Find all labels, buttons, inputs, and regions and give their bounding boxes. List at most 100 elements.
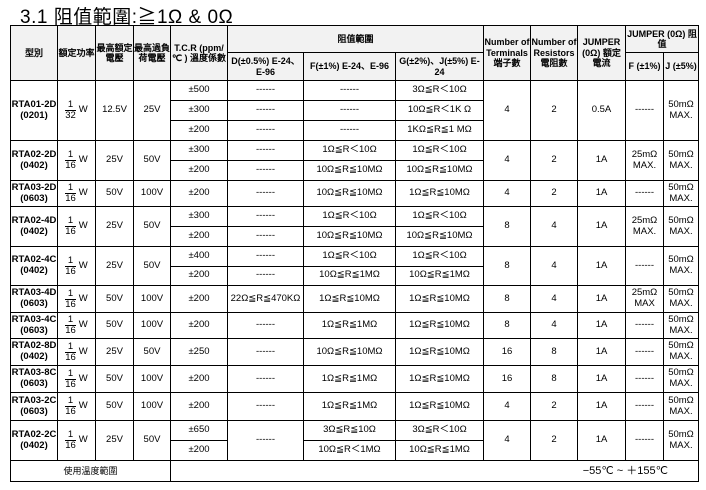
operating-temp-label: 使用溫度範圍 — [10, 460, 171, 482]
rated-voltage: 25V — [95, 246, 134, 286]
range-g: 1Ω≦R＜10Ω — [395, 140, 484, 161]
rated-power: 1 16 W — [57, 338, 96, 366]
range-f: 1Ω≦R≦10MΩ — [303, 285, 396, 313]
tcr-value: ±500 — [170, 80, 228, 101]
jumper-current: 1A — [577, 392, 626, 421]
power-numerator: 1 — [65, 288, 76, 300]
range-f: 10Ω≦R≦10MΩ — [303, 180, 396, 207]
power-denominator: 16 — [65, 406, 76, 417]
tcr-value: ±200 — [170, 312, 228, 339]
tcr-value: ±300 — [170, 206, 228, 227]
model-size: (0201) — [20, 109, 48, 121]
range-f: 1Ω≦R＜10Ω — [303, 140, 396, 161]
range-d: ------ — [227, 206, 304, 227]
terminals-count: 8 — [483, 246, 531, 286]
jumper-current: 1A — [577, 140, 626, 181]
tcr-value: ±200 — [170, 440, 228, 461]
overload-voltage: 50V — [133, 246, 171, 286]
jumper-current: 1A — [577, 420, 626, 461]
range-g: 1Ω≦R≦10MΩ — [395, 312, 484, 339]
tcr-value: ±300 — [170, 140, 228, 161]
tcr-value: ±200 — [170, 160, 228, 181]
jumper-j: 50mΩ MAX. — [663, 180, 699, 207]
jumper-j: 50mΩ MAX. — [663, 312, 699, 339]
jumper-j: 50mΩ MAX. — [663, 206, 699, 247]
header-overload-voltage: 最高過負荷電壓 — [133, 25, 171, 81]
jumper-f: 25mΩ MAX. — [625, 206, 664, 247]
header-range-group: 阻值範圍 — [227, 25, 484, 53]
range-d: ------ — [227, 265, 304, 286]
terminals-count: 16 — [483, 338, 531, 366]
rated-voltage: 25V — [95, 338, 134, 366]
power-fraction: 1 16 — [65, 341, 76, 363]
table-row: RTA02-2C (0402) 1 16 W 25V 50V ±650 ------ 3Ω≦R≦1… — [10, 420, 699, 461]
rated-power: 1 32 W — [57, 80, 96, 141]
header-resistors: Number of Resistors 電阻數 — [530, 25, 578, 81]
model-type: RTA02-8D (0402) — [10, 338, 58, 366]
table-row: ±300 ------ ------ 10Ω≦R＜1K Ω — [11, 100, 699, 121]
overload-voltage: 25V — [133, 80, 171, 141]
table-row: RTA03-2C (0603) 1 16 W 50V 100V ±200 ------ 1Ω≦R≦… — [10, 392, 699, 421]
header-type: 型別 — [10, 25, 58, 81]
model-size: (0402) — [20, 225, 48, 237]
rated-voltage: 50V — [95, 365, 134, 393]
resistors-count: 4 — [530, 312, 578, 339]
rated-power: 1 16 W — [57, 420, 96, 461]
range-f: 10Ω≦R≦10MΩ — [303, 338, 396, 366]
model-name: RTA02-2D — [11, 148, 57, 160]
tcr-value: ±200 — [170, 226, 228, 247]
range-g: 1Ω≦R＜10Ω — [395, 246, 484, 267]
range-f: 1Ω≦R＜10Ω — [303, 206, 396, 227]
power-fraction: 1 16 — [65, 396, 76, 417]
power-numerator: 1 — [65, 430, 76, 441]
rated-voltage: 12.5V — [95, 80, 134, 141]
range-f: ------ — [303, 120, 396, 141]
range-d: ------ — [227, 392, 304, 421]
model-name: RTA03-2C — [11, 394, 57, 406]
model-name: RTA02-4C — [11, 254, 57, 266]
header-jumper-f: F (±1%) — [625, 52, 664, 81]
range-g: 10Ω≦R≦10MΩ — [395, 226, 484, 247]
table-row: ±200 10Ω≦R＜1MΩ 10Ω≦R≦1MΩ — [11, 440, 699, 461]
tcr-value: ±200 — [170, 265, 228, 286]
range-d: ------ — [227, 180, 304, 207]
model-name: RTA03-4D — [11, 287, 57, 299]
header-tcr: T.C.R (ppm/℃ ) 溫度係數 — [170, 25, 228, 81]
model-type: RTA02-4D (0402) — [10, 206, 58, 247]
header-jumper-current: JUMPER (0Ω) 額定電流 — [577, 25, 626, 81]
tcr-value: ±200 — [170, 120, 228, 141]
power-numerator: 1 — [65, 368, 76, 380]
range-f: 10Ω≦R≦10MΩ — [303, 160, 396, 181]
jumper-current: 1A — [577, 365, 626, 393]
tcr-value: ±250 — [170, 338, 228, 366]
jumper-current: 1A — [577, 180, 626, 207]
table-row: RTA02-8D (0402) 1 16 W 25V 50V ±250 ------ 10Ω≦R≦… — [10, 338, 699, 366]
range-g: 1Ω≦R≦10MΩ — [395, 392, 484, 421]
power-unit: W — [78, 372, 88, 384]
range-d: 22Ω≦R≦470KΩ — [227, 285, 304, 313]
jumper-j: 50mΩ MAX. — [663, 140, 699, 181]
power-unit: W — [78, 104, 88, 116]
model-type: RTA01-2D (0201) — [10, 80, 58, 141]
range-g: 10Ω≦R≦10MΩ — [395, 160, 484, 181]
power-unit: W — [78, 292, 88, 304]
resistors-count: 8 — [530, 338, 578, 366]
tcr-value: ±200 — [170, 180, 228, 207]
range-d: ------ — [227, 80, 304, 101]
model-name: RTA02-8D — [11, 340, 57, 352]
header-jumper-resistance: JUMPER (0Ω) 阻值 — [625, 25, 699, 53]
table-row: RTA02-4C (0402) 1 16 W 25V 50V ±400 ------ 1Ω≦R＜1… — [10, 246, 699, 286]
range-f: ------ — [303, 80, 396, 101]
power-fraction: 1 16 — [65, 368, 76, 390]
resistors-count: 2 — [530, 420, 578, 461]
terminals-count: 4 — [483, 392, 531, 421]
range-d: ------ — [227, 100, 304, 121]
jumper-f: ------ — [625, 80, 664, 141]
rated-voltage: 50V — [95, 392, 134, 421]
power-denominator: 32 — [65, 110, 76, 121]
rated-voltage: 50V — [95, 312, 134, 339]
model-size: (0603) — [20, 298, 48, 309]
power-unit: W — [78, 220, 88, 232]
jumper-f: ------ — [625, 180, 664, 207]
power-unit: W — [78, 187, 88, 199]
